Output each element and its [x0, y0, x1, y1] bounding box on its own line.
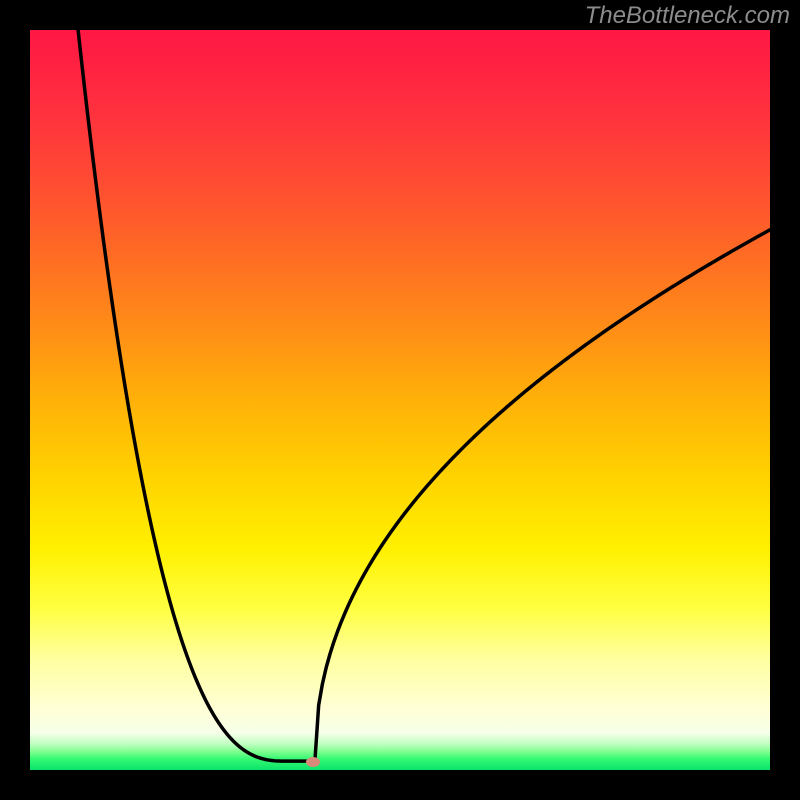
curve-layer — [30, 30, 770, 770]
bottleneck-curve — [78, 30, 770, 761]
plot-area — [30, 30, 770, 770]
optimal-point-marker — [306, 757, 320, 767]
watermark-text: TheBottleneck.com — [585, 2, 790, 30]
